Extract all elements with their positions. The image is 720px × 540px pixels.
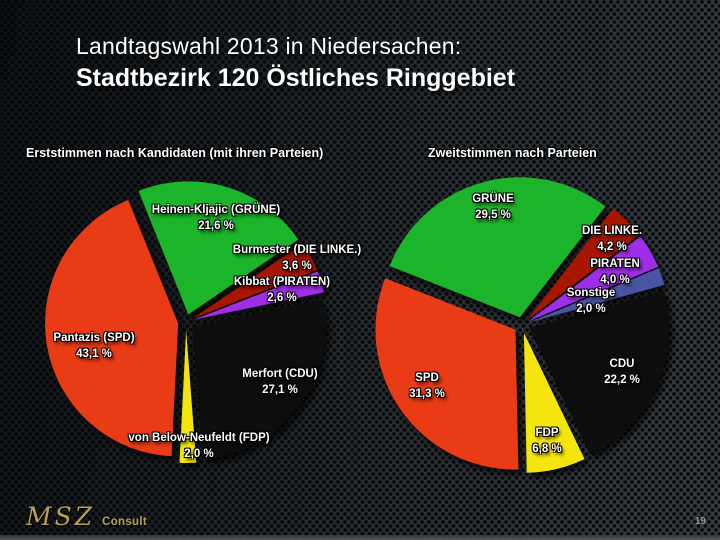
pie1-slice-grüne	[389, 177, 606, 318]
title-line1: Landtagswahl 2013 in Niedersachen:	[76, 33, 462, 59]
pie-chart-erststimmen	[45, 181, 326, 463]
logo-msz-script: MSZ	[26, 502, 96, 531]
pie0-slice-spd	[45, 200, 179, 457]
pie-chart-zweitstimmen	[375, 177, 670, 473]
pie1-slice-sonstige	[529, 268, 665, 323]
page-number: 19	[694, 516, 706, 527]
right-chart-heading: Zweitstimmen nach Parteien	[428, 146, 597, 160]
pie1-slice-fdp	[523, 332, 585, 473]
pie1-slice-die-linke	[527, 208, 640, 320]
logo-consult-text: Consult	[102, 516, 148, 528]
msz-consult-logo: MSZ Consult	[26, 502, 147, 531]
pie1-slice-piraten	[528, 236, 659, 321]
slide-title: Landtagswahl 2013 in Niedersachen: Stadt…	[76, 33, 515, 93]
pie1-slice-cdu	[529, 290, 670, 455]
title-line2: Stadtbezirk 120 Östliches Ringgebiet	[76, 64, 516, 92]
pie0-slice-piraten	[193, 271, 324, 320]
bottom-edge-highlight	[0, 535, 720, 540]
pie1-slice-spd	[375, 278, 519, 470]
left-chart-heading: Erststimmen nach Kandidaten (mit ihren P…	[26, 146, 324, 160]
pie0-slice-cdu	[192, 299, 326, 460]
pie0-slice-die-linke	[193, 243, 318, 319]
pie0-slice-fdp	[179, 330, 197, 463]
pie0-slice-grüne	[138, 181, 299, 315]
